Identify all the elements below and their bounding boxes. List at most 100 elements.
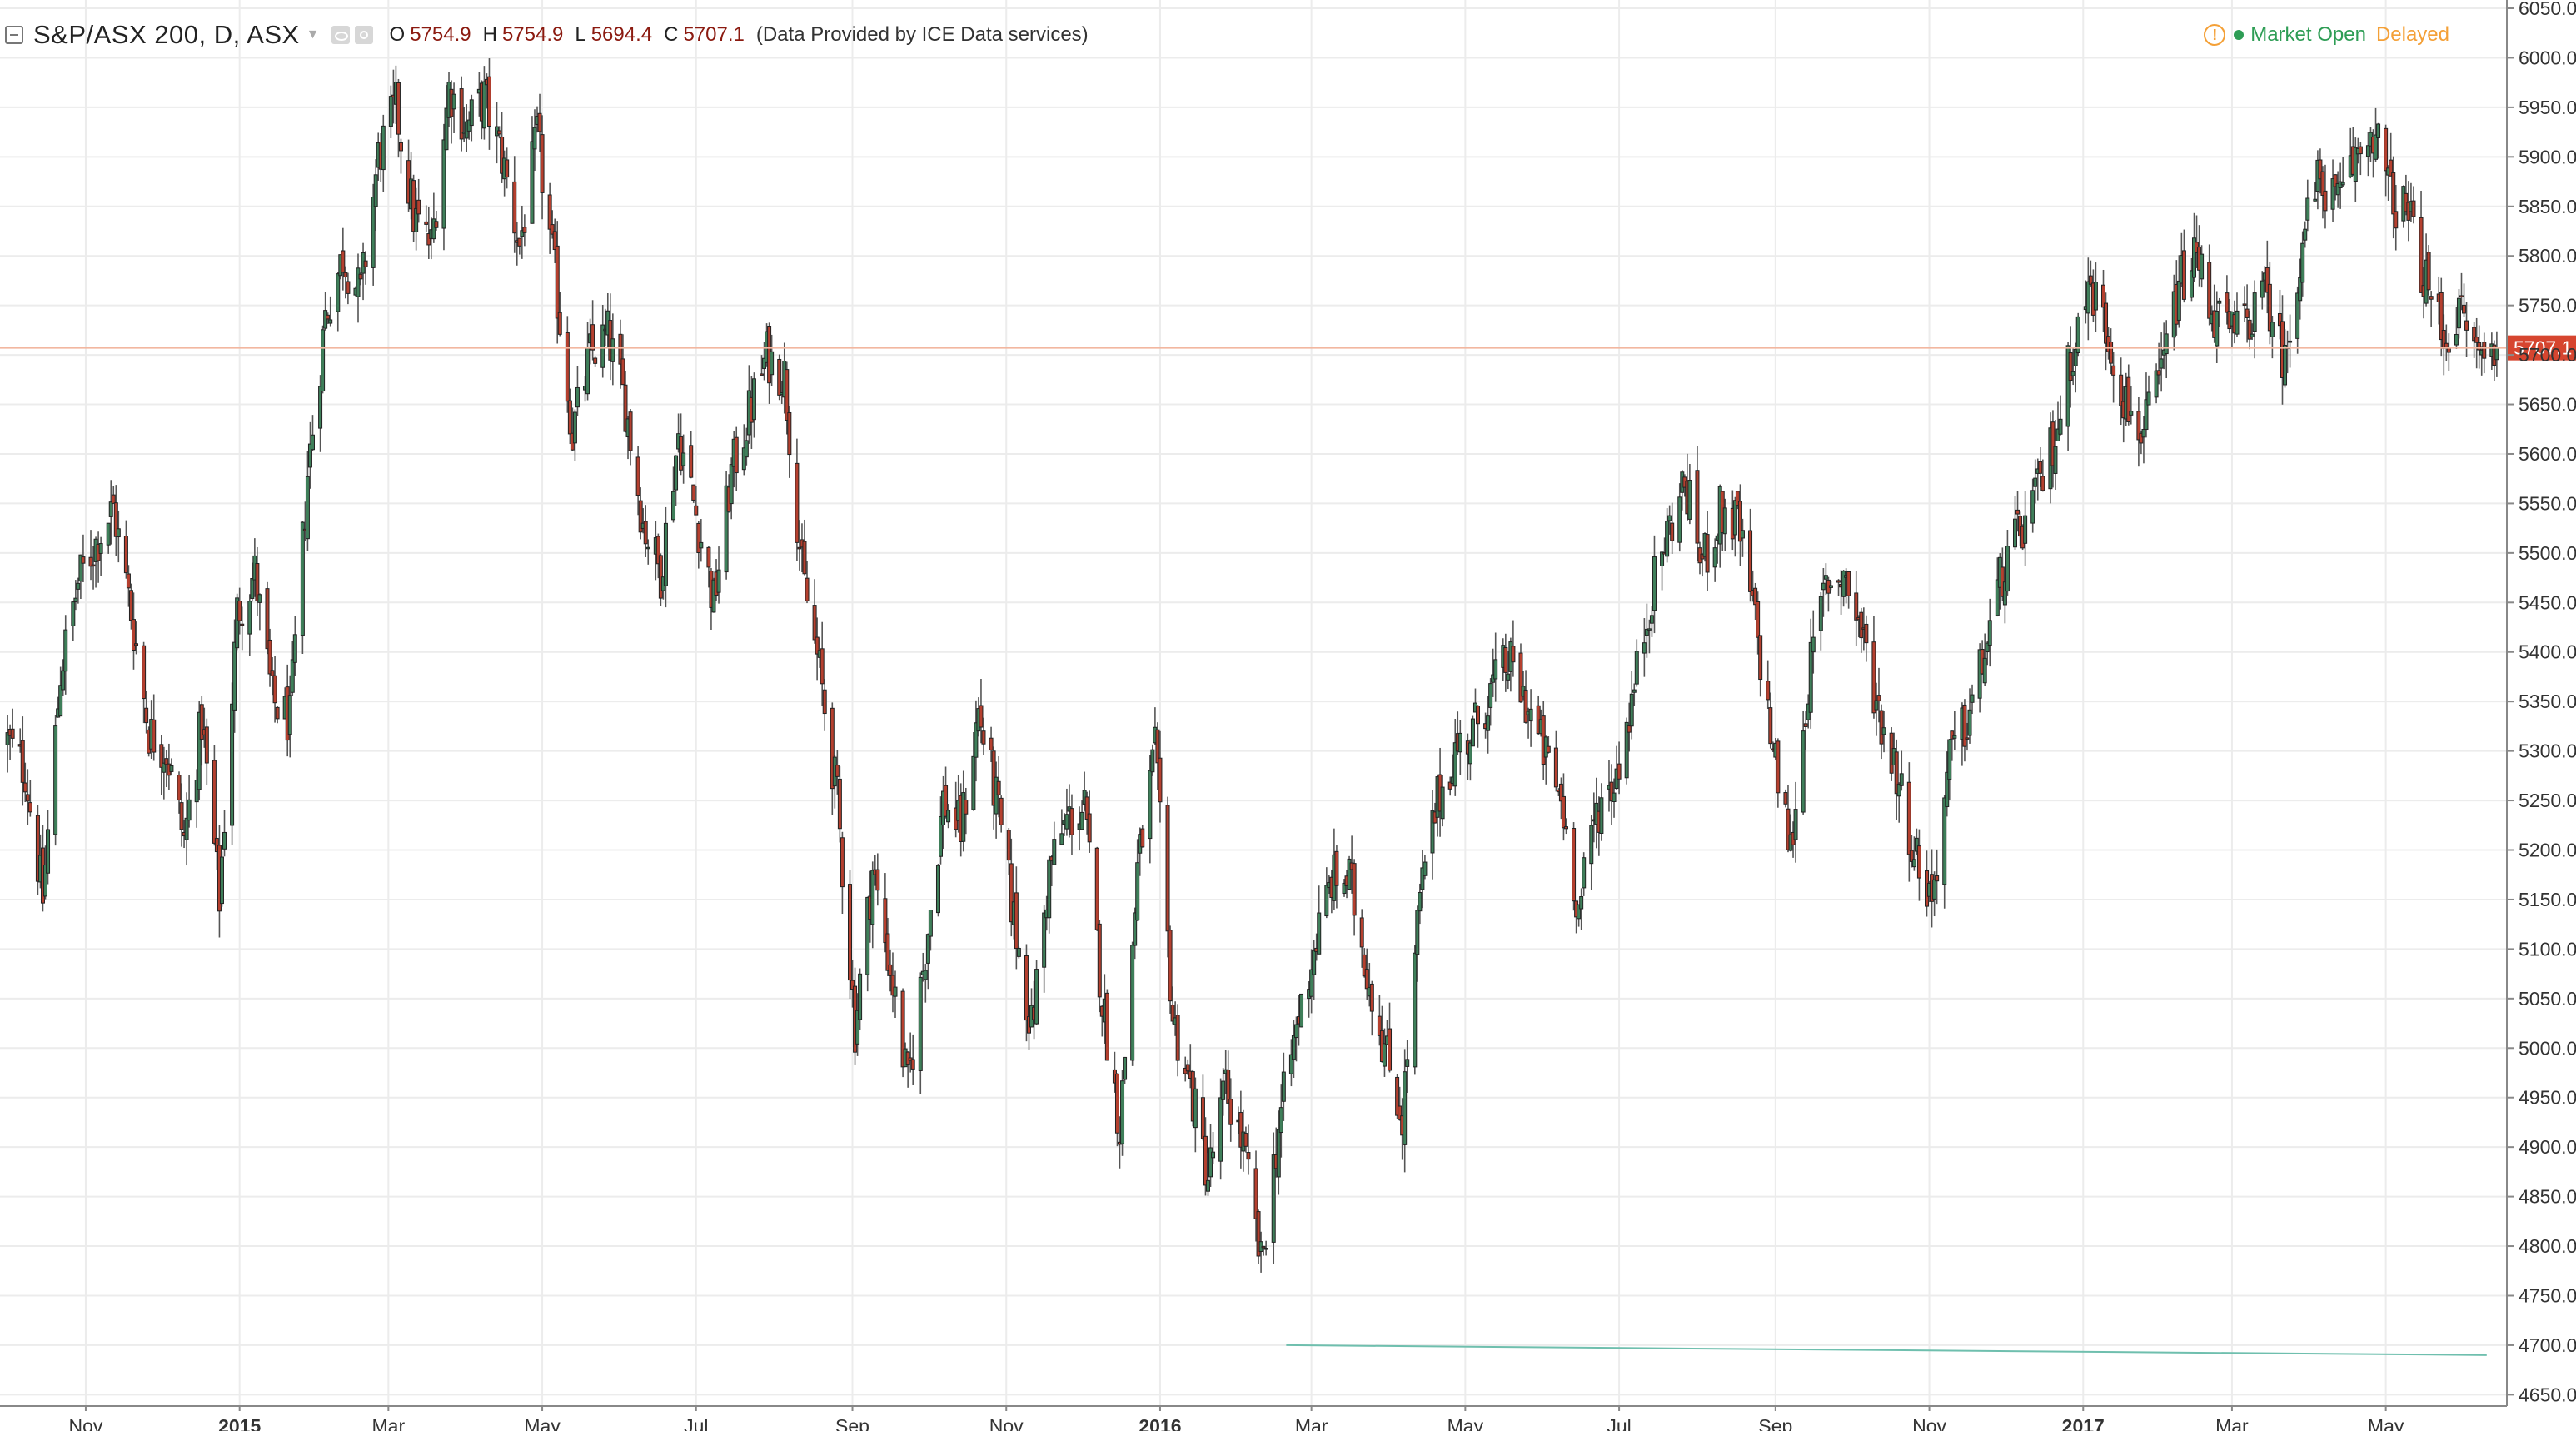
candle: [2482, 332, 2487, 374]
candle: [512, 156, 517, 253]
candle-body: [431, 218, 436, 240]
candle-body: [1982, 657, 1987, 684]
candle: [5, 715, 10, 773]
candle-body: [1582, 857, 1587, 889]
candle: [76, 577, 81, 604]
warning-icon[interactable]: !: [2204, 24, 2226, 46]
candle-body: [1881, 727, 1886, 735]
candle-body: [691, 484, 696, 501]
candle-body: [1014, 892, 1019, 950]
candle: [1218, 1078, 1223, 1180]
candle-body: [1965, 737, 1970, 740]
candle: [2283, 329, 2288, 388]
candle: [1016, 946, 1021, 959]
candle: [106, 522, 111, 554]
collapse-legend-icon[interactable]: [5, 26, 23, 44]
candle: [2247, 311, 2252, 350]
candle-body: [2013, 518, 2018, 548]
candle-body: [2320, 171, 2325, 196]
candle: [1133, 907, 1138, 960]
candle-body: [194, 780, 199, 803]
candle-body: [20, 740, 25, 783]
candle-body: [1950, 730, 1955, 740]
candle-body: [1246, 1152, 1251, 1160]
chevron-down-icon[interactable]: ▼: [306, 27, 320, 42]
candle-body: [777, 358, 782, 396]
candle-body: [964, 800, 969, 815]
candle: [20, 716, 25, 806]
candle-body: [2353, 147, 2358, 182]
candle: [996, 755, 1001, 818]
candle: [1430, 790, 1435, 880]
candle-body: [689, 445, 694, 478]
candle: [2411, 186, 2416, 224]
candle-body: [1836, 580, 1841, 583]
candle: [1312, 940, 1317, 1000]
price-axis[interactable]: 4650.0 4700.0 4750.0 4800.0 4850.0 4900.0 4950…: [2506, 0, 2576, 1406]
candle: [1553, 730, 1558, 792]
candle: [1042, 905, 1047, 993]
y-tick-label: 5450.0: [2519, 591, 2576, 613]
candle: [2065, 342, 2070, 451]
candle: [2225, 275, 2230, 325]
candle: [2100, 269, 2105, 333]
candle-body: [1418, 891, 1423, 912]
candle: [1155, 722, 1160, 790]
candle: [134, 621, 139, 655]
candle-body: [1185, 1064, 1190, 1072]
candle: [550, 210, 555, 239]
candle: [292, 616, 297, 676]
y-tick-label: 5900.0: [2519, 146, 2576, 167]
candle: [770, 334, 775, 386]
candle: [2419, 190, 2424, 293]
candle-body: [318, 386, 323, 429]
candle-body: [2394, 211, 2399, 229]
y-tick-label: 5050.0: [2519, 988, 2576, 1010]
candle: [2189, 257, 2194, 302]
symbol-title[interactable]: S&P/ASX 200, D, ASX: [33, 20, 300, 49]
candle-body: [760, 373, 765, 376]
candle-body: [197, 711, 202, 790]
candle-body: [1712, 547, 1717, 568]
time-axis[interactable]: Nov 2015 Mar May Jul Sep Nov 2016 Mar May Jul Sep No…: [0, 1405, 2507, 1431]
candle: [505, 147, 510, 189]
candle-body: [840, 837, 845, 888]
low-label: L: [575, 23, 586, 46]
candle-body: [1079, 811, 1084, 830]
candle-body: [2159, 358, 2164, 369]
candle: [1288, 1039, 1293, 1087]
gear-icon[interactable]: [354, 26, 373, 44]
candle-body: [1649, 615, 1654, 624]
candle: [979, 678, 984, 744]
candle-body: [1766, 681, 1771, 701]
candle: [1906, 762, 1911, 882]
candle-body: [88, 556, 93, 567]
candle-body: [1776, 740, 1781, 794]
candle: [724, 471, 729, 580]
candle-body: [2181, 250, 2186, 300]
candle-body: [2365, 145, 2370, 157]
candle-body: [910, 1059, 915, 1070]
candle-body: [444, 107, 449, 151]
candle: [398, 138, 403, 174]
candle-body: [2146, 391, 2151, 406]
candle-body: [1546, 745, 1551, 753]
candle: [1165, 796, 1170, 958]
candle: [497, 126, 502, 139]
candle: [1369, 980, 1374, 1036]
open-label: O: [389, 23, 406, 46]
candle: [1617, 741, 1622, 795]
candle-body: [398, 142, 403, 152]
candle: [1828, 581, 1833, 591]
candle-body: [751, 378, 756, 421]
eye-icon[interactable]: [331, 26, 350, 44]
candle: [517, 237, 522, 255]
candle: [1561, 773, 1566, 841]
y-tick-label: 5850.0: [2519, 196, 2576, 217]
candle: [2288, 314, 2293, 368]
candle: [2136, 397, 2141, 467]
candle: [1523, 670, 1528, 724]
candle: [2300, 231, 2305, 297]
delayed-text[interactable]: Delayed: [2375, 23, 2449, 46]
